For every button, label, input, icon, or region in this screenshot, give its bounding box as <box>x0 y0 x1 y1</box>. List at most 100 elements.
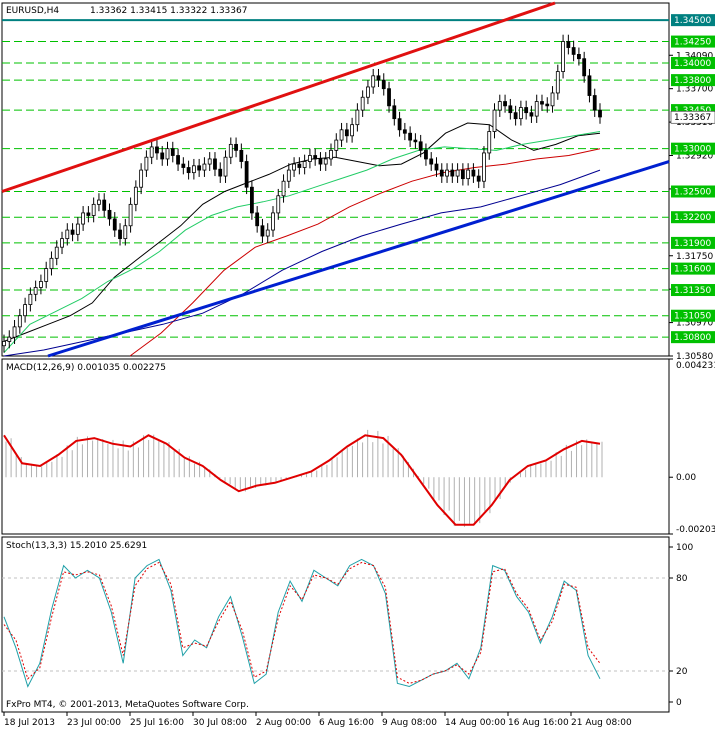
candle-body <box>118 229 122 240</box>
level-label: 1.31600 <box>674 265 711 275</box>
chart-ohlc-values: 1.33362 1.33415 1.33322 1.33367 <box>90 6 247 16</box>
candle-body <box>334 139 339 151</box>
candle-body <box>392 105 397 120</box>
macd-panel[interactable]: 0.004231 0.00 -0.002032 MACD(12,26,9) 0.00… <box>1 358 715 535</box>
price-panel-frame <box>1 2 670 357</box>
macd-axis: 0.004231 0.00 -0.002032 <box>669 358 715 535</box>
price-tick-label: 1.34090 <box>676 51 713 61</box>
macd-title: MACD(12,26,9) 0.001035 0.002275 <box>6 363 166 373</box>
stoch-tick-label: 0 <box>676 698 682 708</box>
resistance-channel-line[interactable] <box>1 1 556 193</box>
level-label: 1.31900 <box>674 239 711 249</box>
candle-body <box>28 293 33 305</box>
candle-body <box>75 223 80 235</box>
candle-body <box>133 186 138 205</box>
candle-body <box>592 95 597 111</box>
candle-body <box>255 212 260 227</box>
candle-body <box>228 143 233 158</box>
candle-body <box>408 132 413 141</box>
candle-body <box>271 212 275 231</box>
candle-body <box>107 209 112 220</box>
candle-body <box>207 158 212 165</box>
candle-body <box>128 203 133 227</box>
level-label-box <box>671 236 715 249</box>
candle-body <box>366 86 370 98</box>
candle-body <box>497 101 502 111</box>
candle-body <box>213 158 217 170</box>
candle-body <box>355 109 360 126</box>
candle-body <box>424 149 428 160</box>
candle-body <box>191 165 196 174</box>
time-axis: 18 Jul 2013 23 Jul 00:00 25 Jul 16:00 30 Ju… <box>3 712 632 728</box>
candle-body <box>487 131 492 154</box>
level-label: 1.31350 <box>674 286 711 296</box>
level-label-box <box>671 211 715 224</box>
level-label-box <box>671 142 715 155</box>
candle-body <box>513 112 518 120</box>
stoch-tick-label: 20 <box>676 667 688 677</box>
candle-body <box>23 304 27 317</box>
candle-body <box>577 54 581 60</box>
candle-body <box>313 155 318 160</box>
support-channel-line[interactable] <box>47 160 670 358</box>
stoch-panel[interactable]: 100 80 20 0 Stoch(13,3,3) 15.2010 25.6291 F… <box>1 536 693 713</box>
level-label-box <box>671 309 715 322</box>
candle-body <box>466 169 471 180</box>
candle-body <box>540 101 544 105</box>
candle-body <box>144 156 149 171</box>
stoch-main-line <box>3 558 601 688</box>
candle-body <box>561 41 565 72</box>
price-panel[interactable]: 1.340901.337001.333101.329201.325301.317… <box>1 1 715 362</box>
candle-body <box>260 225 265 237</box>
time-tick-label: 9 Aug 08:00 <box>382 718 437 728</box>
candle-body <box>308 155 312 162</box>
stoch-panel-frame <box>1 536 670 713</box>
level-label: 1.30800 <box>674 333 711 343</box>
level-label-box <box>671 35 715 48</box>
candle-body <box>139 169 144 188</box>
time-tick-label: 25 Jul 16:00 <box>130 718 184 728</box>
candle-body <box>176 155 180 165</box>
candle-body <box>2 341 6 347</box>
level-label: 1.32500 <box>674 187 711 197</box>
candle-body <box>503 101 507 107</box>
price-axis: 1.340901.337001.333101.329201.325301.317… <box>669 14 715 362</box>
candle-body <box>286 169 291 182</box>
price-tick-label: 1.30580 <box>676 352 713 362</box>
channel-lines[interactable] <box>1 1 670 358</box>
level-label: 1.32200 <box>674 213 711 223</box>
candle-body <box>49 257 54 270</box>
current-price-label: 1.33367 <box>674 113 711 123</box>
candle-body <box>170 148 175 156</box>
time-tick-label: 23 Jul 00:00 <box>67 718 121 728</box>
candle-body <box>387 88 391 107</box>
candle-body <box>234 143 238 151</box>
candle-body <box>197 165 202 171</box>
candle-body <box>91 203 96 216</box>
candle-body <box>482 152 486 182</box>
level-label: 1.34500 <box>674 16 711 26</box>
time-tick-label: 16 Aug 16:00 <box>508 718 569 728</box>
macd-tick-label: 0.004231 <box>676 361 715 371</box>
level-label: 1.31050 <box>674 312 711 322</box>
candle-body <box>81 212 86 225</box>
candle-body <box>155 146 159 154</box>
candle-body <box>102 199 107 211</box>
macd-signal-line <box>3 434 601 526</box>
ma-green-line <box>3 131 601 353</box>
candle-body <box>112 218 117 231</box>
level-label-box <box>671 56 715 69</box>
stoch-tick-label: 100 <box>676 543 693 553</box>
stoch-title: Stoch(13,3,3) 15.2010 25.6291 <box>6 541 147 551</box>
ma-red-line <box>129 148 601 357</box>
chart-header: EURUSD,H4 <box>6 6 59 16</box>
time-tick-label: 6 Aug 16:00 <box>319 718 374 728</box>
candle-body <box>381 79 386 90</box>
time-tick-label: 18 Jul 2013 <box>4 718 55 728</box>
level-label: 1.34250 <box>674 38 711 48</box>
candle-body <box>160 152 165 160</box>
candle-body <box>460 169 465 180</box>
candle-body <box>455 169 460 177</box>
candle-body <box>555 71 560 94</box>
